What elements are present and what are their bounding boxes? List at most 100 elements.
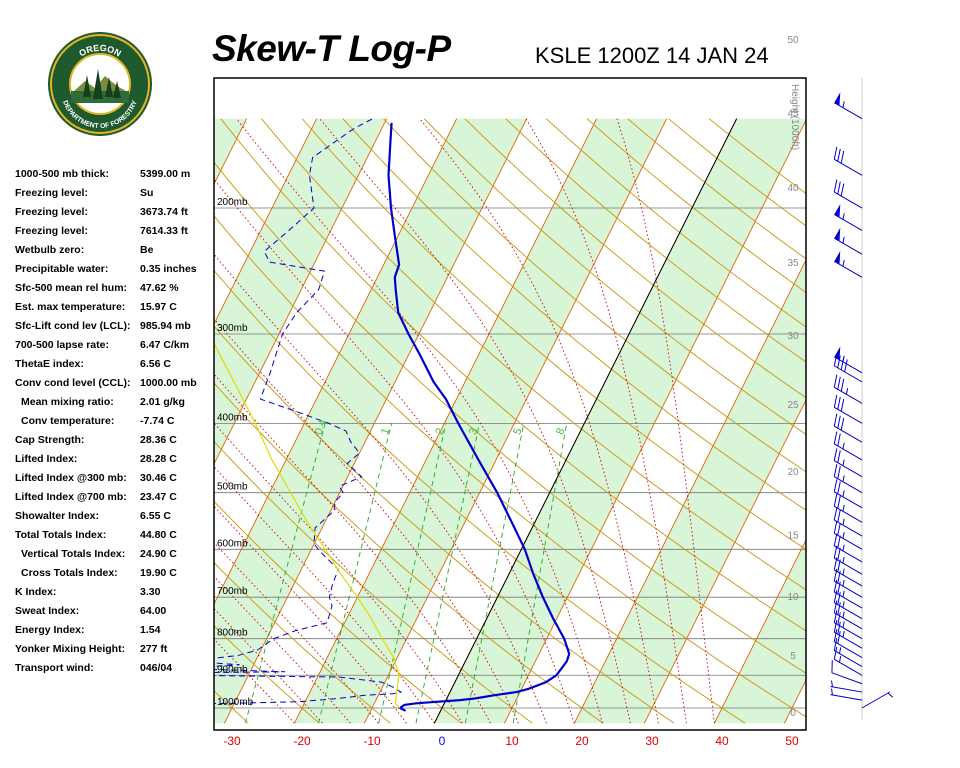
wind-barb-feather	[833, 507, 838, 521]
wind-barb	[833, 646, 863, 676]
dry-adiabat	[505, 118, 806, 363]
wind-barb-staff	[834, 650, 863, 667]
temperature-band	[294, 118, 667, 724]
wind-barb-feather	[837, 602, 841, 615]
dry-adiabat	[383, 118, 806, 473]
wind-barb	[833, 146, 863, 176]
mixing-ratio-line	[415, 423, 480, 724]
x-tick-label: 40	[715, 734, 729, 748]
wind-barb-half-feather	[842, 475, 845, 482]
temperature-band	[854, 119, 960, 724]
stat-label: Lifted Index:	[15, 453, 78, 465]
logo-top-text: OREGON	[77, 43, 123, 59]
wind-barb-feather	[837, 621, 841, 635]
mixing-ratio-label: 5	[511, 427, 524, 437]
isotherm-line	[364, 118, 668, 724]
isobar-label: 700mb	[217, 586, 248, 597]
stat-label: ThetaE index:	[15, 358, 84, 370]
wind-barb-feather	[833, 464, 838, 477]
stat-label: Freezing level:	[15, 225, 88, 237]
dry-adiabat	[214, 440, 533, 724]
dry-adiabat	[261, 118, 806, 591]
height-tick-label: 5	[790, 651, 796, 662]
stat-value: 24.90 C	[140, 548, 177, 560]
wind-barb-feather	[837, 592, 841, 605]
wind-barb-feather	[833, 629, 838, 642]
stat-value: 30.46 C	[140, 472, 177, 484]
wind-barb-feather	[833, 479, 838, 492]
wind-barb-half-feather	[842, 442, 845, 450]
svg-text:OREGON: OREGON	[77, 43, 123, 59]
wind-barb-feather	[837, 450, 841, 463]
wind-barb-half-feather	[842, 611, 845, 618]
wind-barb-feather	[837, 481, 841, 494]
moist-adiabat	[419, 118, 659, 724]
wind-barb-feather	[837, 181, 841, 195]
stat-label: Mean mixing ratio:	[21, 396, 114, 408]
wind-barb	[833, 545, 863, 575]
wind-barb-feather	[844, 359, 848, 372]
wind-barb-staff	[834, 191, 863, 209]
wind-barb	[834, 204, 863, 231]
wind-barb-staff	[834, 532, 863, 550]
wind-barb	[833, 464, 863, 494]
wind-barb-staff	[834, 237, 863, 255]
stat-value: 046/04	[140, 662, 173, 674]
dry-adiabat	[464, 118, 806, 399]
wind-barb-feather	[833, 394, 838, 408]
wind-barb-half-feather	[842, 236, 845, 244]
wind-barb	[833, 629, 863, 658]
stat-value: 28.36 C	[140, 434, 177, 446]
wind-barb-staff	[834, 491, 863, 509]
wind-barb-pennant	[834, 346, 841, 360]
mixing-ratio-label: 8	[554, 427, 567, 437]
stat-value: 277 ft	[140, 643, 168, 655]
wind-barb-feather	[833, 590, 838, 603]
stat-label: K Index:	[15, 586, 57, 598]
isobar-label: 200mb	[217, 197, 248, 208]
wind-barb-feather	[837, 433, 841, 447]
stat-value: Be	[140, 244, 154, 256]
stat-label: Energy Index:	[15, 624, 85, 636]
wind-barb-half-feather	[831, 688, 833, 695]
isobar-label: 300mb	[217, 323, 248, 334]
wind-barb	[833, 507, 863, 537]
stat-label: Freezing level:	[15, 187, 88, 199]
isobar-label: 800mb	[217, 628, 248, 639]
wind-barb-feather	[833, 619, 838, 633]
wind-barb-half-feather	[842, 601, 845, 608]
dry-adiabat	[214, 269, 746, 724]
isobar-label: 900mb	[217, 664, 248, 675]
wind-barb-half-feather	[838, 655, 842, 663]
plot-frame	[213, 77, 807, 731]
wind-barb-staff	[834, 641, 863, 658]
stat-value: 44.80 C	[140, 529, 177, 541]
wind-barb-feather	[833, 413, 838, 427]
wind-barb-staff	[834, 476, 863, 494]
moist-adiabat	[214, 575, 351, 724]
wind-barb	[833, 479, 863, 509]
stat-label: Conv cond level (CCL):	[15, 377, 131, 389]
wind-barb-feather	[837, 612, 841, 625]
wind-barb-feather	[840, 183, 845, 197]
temperature-band	[214, 118, 527, 724]
wind-barb-feather	[833, 579, 838, 593]
dry-adiabat	[423, 118, 806, 435]
stat-value: 23.47 C	[140, 491, 177, 503]
wind-barb-staff	[834, 557, 863, 575]
wind-barb-staff	[834, 519, 863, 537]
wind-barb-feather	[837, 535, 841, 549]
wind-barb-feather	[837, 581, 841, 595]
stat-value: 7614.33 ft	[140, 225, 188, 237]
x-tick-label: -30	[223, 734, 241, 748]
stat-value: 6.55 C	[140, 510, 171, 522]
dry-adiabat	[342, 118, 806, 511]
wind-barb-feather	[837, 495, 841, 509]
wind-barb-feather	[837, 396, 841, 410]
wind-barb	[833, 448, 863, 478]
wind-barb-half-feather	[842, 568, 845, 576]
moist-adiabat	[319, 118, 631, 724]
height-tick-label: 10	[787, 592, 799, 603]
stat-label: Cross Totals Index:	[21, 567, 118, 579]
x-tick-label: -20	[293, 734, 311, 748]
